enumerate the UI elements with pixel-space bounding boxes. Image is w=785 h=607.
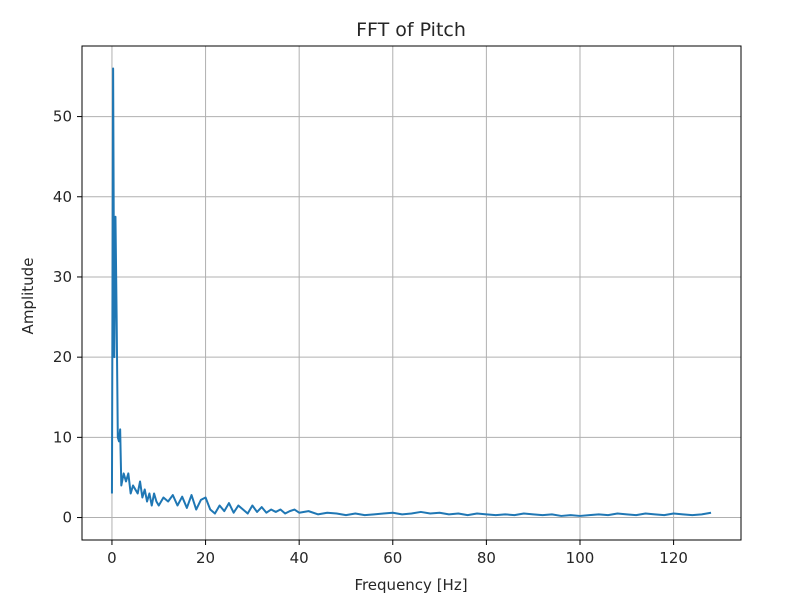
series-line bbox=[110, 67, 712, 517]
axes-frame bbox=[81, 45, 742, 541]
y-tick-label: 50 bbox=[53, 108, 72, 126]
x-axis-label: Frequency [Hz] bbox=[354, 576, 467, 594]
x-tick-label: 40 bbox=[290, 549, 309, 567]
x-tick-label: 60 bbox=[383, 549, 402, 567]
axis-ticks: 0 20 40 60 80 100 120 0 10 20 30 40 50 bbox=[53, 108, 688, 567]
x-tick-label: 80 bbox=[477, 549, 496, 567]
grid bbox=[82, 46, 741, 540]
plot-area bbox=[110, 67, 712, 517]
y-tick-label: 40 bbox=[53, 188, 72, 206]
y-tick-label: 10 bbox=[53, 428, 72, 446]
x-tick-label: 20 bbox=[196, 549, 215, 567]
x-tick-label: 0 bbox=[107, 549, 117, 567]
chart-title: FFT of Pitch bbox=[356, 19, 466, 41]
y-tick-label: 20 bbox=[53, 348, 72, 366]
x-tick-label: 100 bbox=[566, 549, 595, 567]
x-tick-label: 120 bbox=[659, 549, 688, 567]
y-tick-label: 30 bbox=[53, 268, 72, 286]
y-axis-label: Amplitude bbox=[19, 258, 37, 335]
y-tick-label: 0 bbox=[62, 509, 72, 527]
